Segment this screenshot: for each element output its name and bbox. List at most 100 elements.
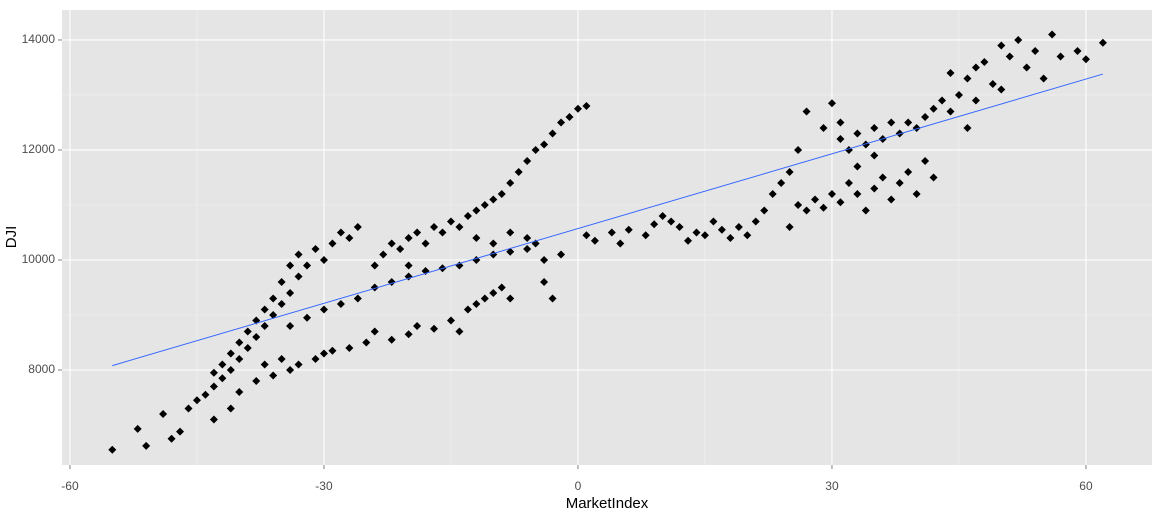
- point: [827, 99, 836, 108]
- point: [243, 327, 252, 336]
- grid: [62, 10, 1152, 465]
- point: [209, 368, 218, 377]
- point: [159, 410, 168, 419]
- point: [192, 396, 201, 405]
- point: [540, 277, 549, 286]
- point: [802, 206, 811, 215]
- point: [946, 107, 955, 116]
- point: [226, 349, 235, 358]
- x-tick-label: -60: [61, 479, 79, 493]
- point: [209, 415, 218, 424]
- point: [277, 355, 286, 364]
- point: [303, 313, 312, 322]
- point: [692, 228, 701, 237]
- point: [1014, 35, 1023, 44]
- point: [167, 434, 176, 443]
- point: [1039, 74, 1048, 83]
- point: [286, 261, 295, 270]
- point: [573, 104, 582, 113]
- point: [353, 294, 362, 303]
- point: [201, 390, 210, 399]
- point: [861, 140, 870, 149]
- x-tick-label: -30: [315, 479, 333, 493]
- point: [1098, 38, 1107, 47]
- point: [413, 228, 422, 237]
- point: [235, 355, 244, 364]
- point: [853, 189, 862, 198]
- point: [328, 239, 337, 248]
- point: [548, 129, 557, 138]
- point: [353, 222, 362, 231]
- point: [446, 217, 455, 226]
- point: [396, 244, 405, 253]
- point: [929, 173, 938, 182]
- plot-panel: [62, 10, 1152, 465]
- x-tick-label: 30: [825, 479, 839, 493]
- point: [878, 173, 887, 182]
- point: [938, 96, 947, 105]
- point: [607, 228, 616, 237]
- point: [684, 236, 693, 245]
- point: [489, 239, 498, 248]
- point: [345, 344, 354, 353]
- point: [311, 244, 320, 253]
- point: [582, 101, 591, 110]
- point: [853, 129, 862, 138]
- point: [785, 222, 794, 231]
- point: [548, 294, 557, 303]
- point: [142, 441, 151, 450]
- point: [887, 195, 896, 204]
- point: [438, 228, 447, 237]
- point: [370, 261, 379, 270]
- point: [472, 300, 481, 309]
- y-tick-label: 14000: [22, 32, 56, 46]
- point: [624, 225, 633, 234]
- point: [269, 294, 278, 303]
- point: [218, 374, 227, 383]
- point: [853, 162, 862, 171]
- point: [1073, 46, 1082, 55]
- point: [455, 222, 464, 231]
- point: [506, 178, 515, 187]
- point: [675, 222, 684, 231]
- point: [362, 338, 371, 347]
- point: [260, 305, 269, 314]
- point: [997, 85, 1006, 94]
- point: [794, 200, 803, 209]
- point: [794, 145, 803, 154]
- point: [455, 261, 464, 270]
- point: [971, 96, 980, 105]
- point: [523, 156, 532, 165]
- point: [413, 322, 422, 331]
- point: [751, 217, 760, 226]
- point: [904, 118, 913, 127]
- point: [184, 404, 193, 413]
- point: [514, 167, 523, 176]
- point: [811, 195, 820, 204]
- point: [328, 346, 337, 355]
- point: [497, 189, 506, 198]
- point: [557, 250, 566, 259]
- point: [133, 424, 142, 433]
- point: [963, 123, 972, 132]
- point: [404, 330, 413, 339]
- point: [904, 167, 913, 176]
- point: [294, 250, 303, 259]
- point: [726, 233, 735, 242]
- point: [844, 178, 853, 187]
- point: [929, 104, 938, 113]
- point: [430, 324, 439, 333]
- point: [734, 222, 743, 231]
- point: [557, 118, 566, 127]
- point: [319, 349, 328, 358]
- point: [921, 112, 930, 121]
- point: [421, 239, 430, 248]
- point: [506, 294, 515, 303]
- point: [455, 327, 464, 336]
- point: [667, 217, 676, 226]
- point: [294, 360, 303, 369]
- point: [209, 382, 218, 391]
- point: [489, 288, 498, 297]
- x-tick-label: 0: [575, 479, 582, 493]
- point: [303, 261, 312, 270]
